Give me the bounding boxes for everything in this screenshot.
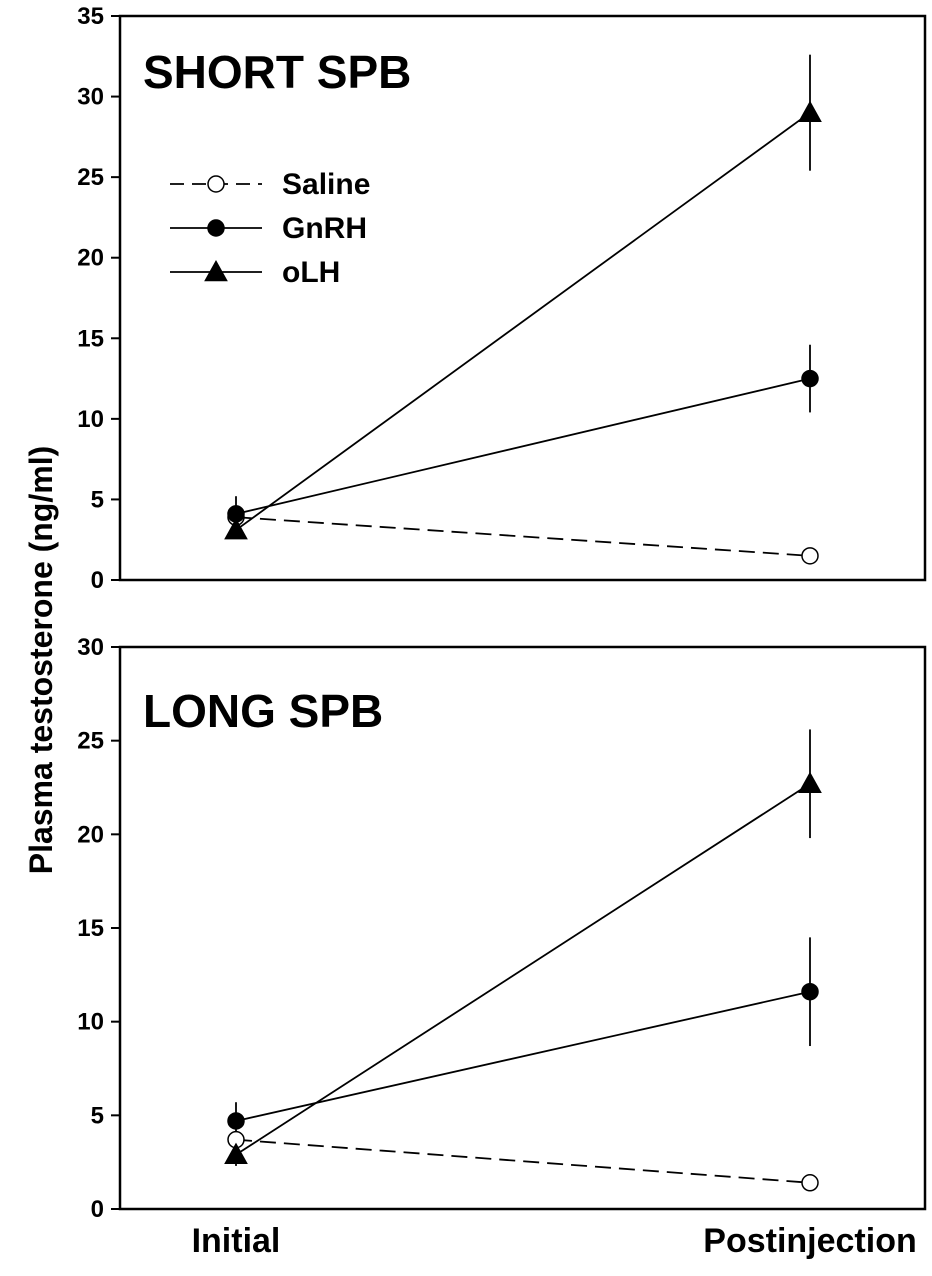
short-spb-olh-data-point xyxy=(798,100,822,122)
short-spb-plot-frame xyxy=(118,14,927,582)
short-spb-y-tick-label: 0 xyxy=(91,567,104,594)
legend-olh-marker xyxy=(204,259,228,282)
long-spb-saline-data-point xyxy=(801,1174,819,1192)
long-spb-y-tick-label: 5 xyxy=(91,1102,104,1129)
long-spb-gnrh-data-point xyxy=(227,1112,245,1130)
long-spb-saline-series-line xyxy=(235,1138,811,1184)
long-spb-olh-data-point xyxy=(224,1142,248,1164)
legend-olh-label: oLH xyxy=(282,256,340,289)
short-spb-saline-series-line xyxy=(235,516,811,557)
y-axis-title: Plasma testosterone (ng/ml) xyxy=(23,446,59,875)
long-spb-olh-data-point xyxy=(798,771,822,794)
long-spb-y-tick-label: 15 xyxy=(77,915,104,942)
long-spb-panel: 0 5 10 15 20 25 30 LONG SPB xyxy=(77,634,927,1223)
legend-saline-marker xyxy=(207,175,225,193)
short-spb-gnrh-data-point xyxy=(801,369,819,388)
long-spb-olh-series-line xyxy=(235,782,811,1156)
long-spb-panel-title: LONG SPB xyxy=(143,685,383,737)
short-spb-y-tick-label: 35 xyxy=(77,3,104,30)
short-spb-saline-data-point xyxy=(801,547,819,565)
legend-gnrh-label: GnRH xyxy=(282,212,367,245)
short-spb-panel: 0 5 10 15 20 25 30 35 SHORT SPB xyxy=(77,3,927,594)
long-spb-y-tick-label: 20 xyxy=(77,821,104,848)
x-category-label-initial: Initial xyxy=(192,1222,281,1260)
short-spb-y-tick-label: 30 xyxy=(77,84,104,111)
short-spb-gnrh-series-line xyxy=(235,377,811,515)
short-spb-y-tick-label: 10 xyxy=(77,406,104,433)
legend: Saline GnRH oLH xyxy=(170,168,370,289)
short-spb-olh-data-point xyxy=(224,518,248,540)
x-category-label-postinjection: Postinjection xyxy=(703,1222,916,1260)
short-spb-olh-series-line xyxy=(235,111,811,531)
short-spb-panel-title: SHORT SPB xyxy=(143,46,411,98)
short-spb-y-tick-label: 20 xyxy=(77,245,104,272)
short-spb-y-tick-label: 25 xyxy=(77,164,104,191)
long-spb-y-tick-label: 10 xyxy=(77,1009,104,1036)
long-spb-y-tick-label: 0 xyxy=(91,1196,104,1223)
long-spb-gnrh-series-line xyxy=(235,990,811,1122)
legend-saline-label: Saline xyxy=(282,168,370,201)
long-spb-gnrh-data-point xyxy=(801,982,819,1001)
long-spb-y-tick-label: 30 xyxy=(77,634,104,661)
short-spb-y-tick-label: 5 xyxy=(91,486,104,513)
legend-gnrh-marker xyxy=(207,219,225,237)
long-spb-y-tick-label: 25 xyxy=(77,728,104,755)
short-spb-y-tick-label: 15 xyxy=(77,325,104,352)
